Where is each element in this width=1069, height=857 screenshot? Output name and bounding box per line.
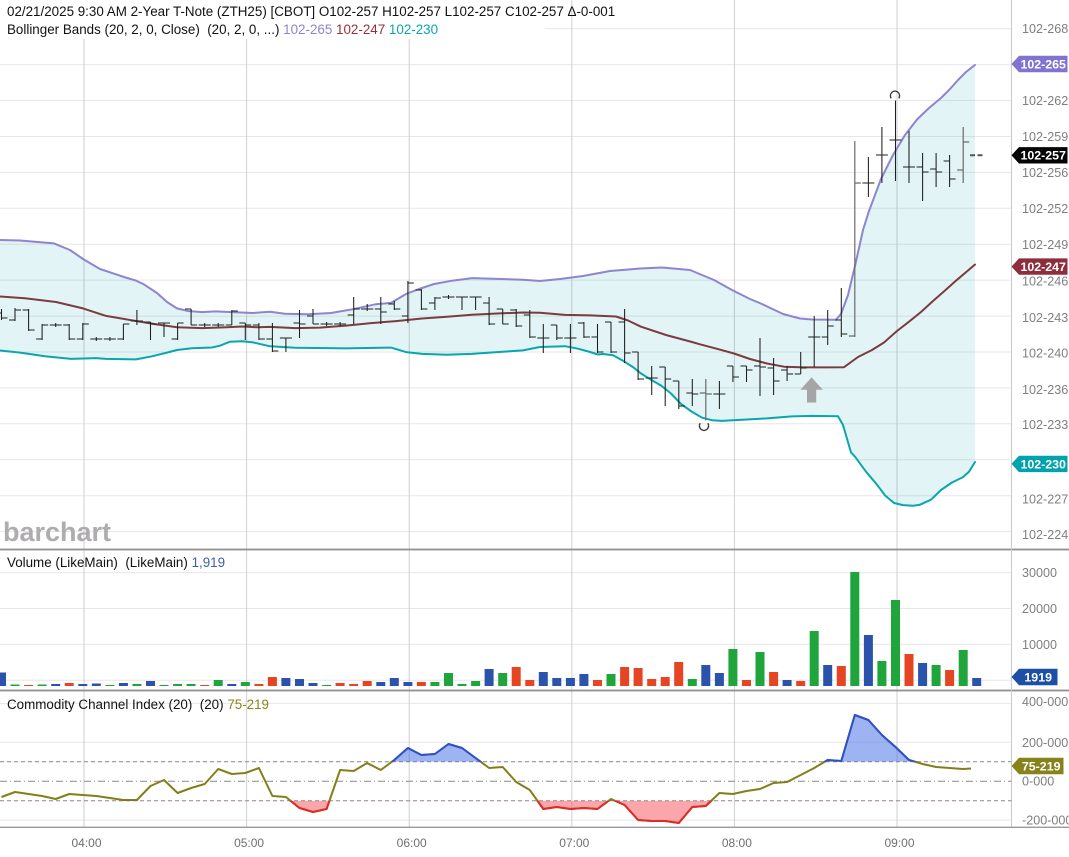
- svg-text:04:00: 04:00: [71, 836, 101, 850]
- svg-text:400-000: 400-000: [1022, 695, 1068, 709]
- svg-text:102-257: 102-257: [1020, 149, 1066, 163]
- svg-text:102-268: 102-268: [1022, 22, 1068, 36]
- svg-text:102-249: 102-249: [1022, 238, 1068, 252]
- svg-text:102-252: 102-252: [1022, 202, 1068, 216]
- svg-text:Bollinger Bands (20, 2, 0, Clo: Bollinger Bands (20, 2, 0, Close) (20, 2…: [7, 22, 438, 37]
- svg-text:Volume (LikeMain) (LikeMain): Volume (LikeMain) (LikeMain) 1,919: [7, 555, 225, 570]
- svg-text:102-247: 102-247: [1020, 260, 1066, 274]
- svg-text:102-256: 102-256: [1022, 166, 1068, 180]
- svg-text:-200-000: -200-000: [1022, 814, 1069, 828]
- svg-text:102-240: 102-240: [1022, 346, 1068, 360]
- svg-text:75-219: 75-219: [1022, 759, 1061, 773]
- svg-text:0-000: 0-000: [1022, 775, 1054, 789]
- svg-text:06:00: 06:00: [397, 836, 427, 850]
- svg-text:1919: 1919: [1024, 670, 1052, 684]
- svg-text:102-246: 102-246: [1022, 275, 1068, 289]
- svg-text:102-265: 102-265: [1020, 57, 1066, 71]
- svg-text:barchart: barchart: [3, 517, 111, 547]
- svg-text:102-243: 102-243: [1022, 311, 1068, 325]
- svg-text:Commodity Channel Index (20): Commodity Channel Index (20) (20) 75-219: [7, 697, 269, 712]
- svg-text:200-000: 200-000: [1022, 736, 1068, 750]
- svg-text:102-227: 102-227: [1022, 493, 1068, 507]
- svg-text:102-262: 102-262: [1022, 94, 1068, 108]
- svg-text:102-230: 102-230: [1020, 457, 1066, 471]
- svg-text:102-236: 102-236: [1022, 383, 1068, 397]
- svg-text:20000: 20000: [1022, 602, 1057, 616]
- svg-text:05:00: 05:00: [234, 836, 264, 850]
- svg-text:30000: 30000: [1022, 566, 1057, 580]
- svg-text:02/21/2025 9:30 AM 2-Year T-No: 02/21/2025 9:30 AM 2-Year T-Note (ZTH25)…: [7, 4, 615, 19]
- svg-text:102-259: 102-259: [1022, 130, 1068, 144]
- svg-text:08:00: 08:00: [722, 836, 752, 850]
- svg-text:09:00: 09:00: [884, 836, 914, 850]
- svg-text:102-233: 102-233: [1022, 418, 1068, 432]
- svg-text:10000: 10000: [1022, 638, 1057, 652]
- svg-text:102-224: 102-224: [1022, 528, 1068, 542]
- svg-text:07:00: 07:00: [559, 836, 589, 850]
